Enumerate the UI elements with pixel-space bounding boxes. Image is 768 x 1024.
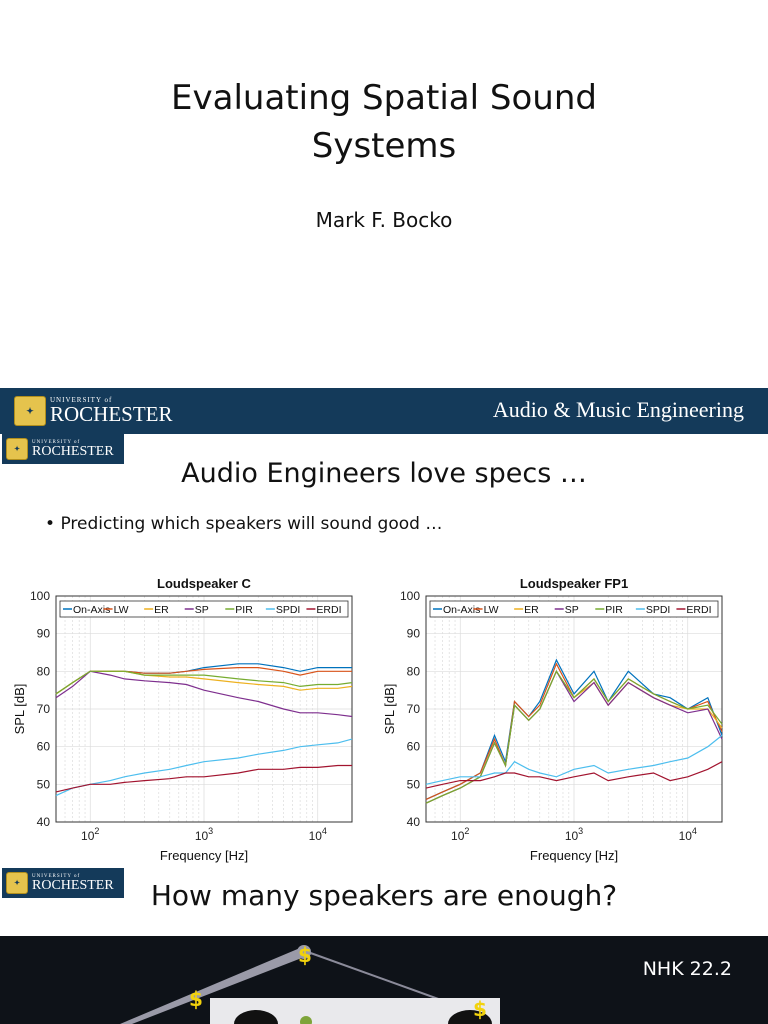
bullet-text: Predicting which speakers will sound goo…: [60, 514, 443, 534]
series-line-sp: [55, 670, 353, 718]
chart-legend: On-Axis LW ER SP PIR SPDI ERDI: [59, 600, 349, 618]
mini-logo: ✦ UNIVERSITY of ROCHESTER: [2, 868, 124, 898]
legend-label: LW: [114, 604, 129, 616]
y-tick-label: 80: [37, 664, 51, 678]
speaker-marker-icon: $: [473, 997, 487, 1021]
bullet-item: • Predicting which speakers will sound g…: [45, 514, 442, 534]
banner-department: Audio & Music Engineering: [492, 397, 744, 422]
logo-small-text: UNIVERSITY of: [32, 873, 81, 879]
legend-label: SP: [565, 604, 579, 616]
legend-label: SPDI: [276, 604, 301, 616]
x-axis-label: Frequency [Hz]: [160, 848, 248, 863]
legend-label: PIR: [235, 604, 253, 616]
frame-beam: [120, 948, 312, 1024]
legend-label: PIR: [605, 604, 623, 616]
university-crest-icon: ✦: [6, 438, 28, 460]
y-tick-label: 70: [37, 702, 51, 716]
y-tick-label: 50: [37, 777, 51, 791]
y-tick-label: 100: [400, 589, 420, 603]
y-tick-label: 50: [407, 777, 421, 791]
chart-title: Loudspeaker C: [157, 576, 252, 591]
chart-loudspeaker-c: Loudspeaker C 40 50 60 70 80 90 100 102 103 104 On-…: [12, 576, 353, 863]
speaker-marker-icon: $: [298, 943, 312, 967]
legend-label: ER: [524, 604, 539, 616]
y-tick-label: 60: [37, 740, 51, 754]
author-name: Mark F. Bocko: [315, 208, 453, 232]
legend-label: ERDI: [316, 604, 341, 616]
logo-big-text: ROCHESTER: [50, 402, 173, 426]
x-tick-label: 103: [195, 826, 213, 843]
series-line-spdi: [55, 738, 353, 797]
logo-big-text: ROCHESTER: [32, 877, 114, 893]
speaker-node-icon: [300, 1016, 312, 1024]
y-tick-label: 40: [37, 815, 51, 829]
title-line-2: Systems: [311, 126, 457, 166]
header-banner: ✦ UNIVERSITY of ROCHESTER Audio & Music …: [0, 388, 768, 434]
legend-label: SP: [195, 604, 209, 616]
x-tick-label: 104: [309, 826, 327, 843]
x-tick-label: 102: [81, 826, 99, 843]
chart-legend: On-Axis LW ER SP PIR SPDI ERDI: [429, 600, 719, 618]
system-label: NHK 22.2: [642, 958, 732, 980]
legend-label: ER: [154, 604, 169, 616]
speakers-slide: ✦ UNIVERSITY of ROCHESTER How many speak…: [0, 868, 768, 1024]
legend-box: [59, 600, 349, 618]
university-crest-icon: ✦: [14, 396, 46, 426]
chart-loudspeaker-fp1: Loudspeaker FP1 40 50 60 70 80 90 100 102 103 104 O…: [382, 576, 723, 863]
slide-title: How many speakers are enough?: [150, 879, 618, 912]
chart-title: Loudspeaker FP1: [520, 576, 628, 591]
speaker-icon: [448, 1010, 492, 1024]
series-line-erdi: [425, 761, 723, 789]
y-tick-label: 90: [37, 627, 51, 641]
legend-label: ERDI: [686, 604, 711, 616]
y-tick-label: 90: [407, 627, 421, 641]
x-tick-label: 104: [679, 826, 697, 843]
specs-slide: ✦ UNIVERSITY of ROCHESTER Audio & Music …: [0, 388, 768, 868]
series-line-spdi: [425, 734, 723, 785]
plot-frame: [425, 595, 723, 823]
y-tick-label: 100: [30, 589, 50, 603]
y-tick-label: 80: [407, 664, 421, 678]
x-axis-label: Frequency [Hz]: [530, 848, 618, 863]
x-tick-label: 103: [565, 826, 583, 843]
title-line-1: Evaluating Spatial Sound: [171, 78, 597, 118]
series-line-pir: [55, 670, 353, 695]
speaker-icon: [234, 1010, 278, 1024]
logo-small-text: UNIVERSITY of: [50, 396, 113, 404]
legend-label: LW: [484, 604, 499, 616]
y-axis-label: SPL [dB]: [12, 684, 27, 735]
legend-label: On-Axis: [443, 604, 480, 616]
logo-small-text: UNIVERSITY of: [32, 439, 81, 445]
speaker-node-icon: [297, 945, 311, 959]
university-logo: ✦ UNIVERSITY of ROCHESTER: [14, 396, 173, 426]
legend-label: SPDI: [646, 604, 671, 616]
slide-title: Audio Engineers love specs …: [181, 458, 587, 489]
speaker-frame-illustration: $ $ $: [120, 943, 500, 1024]
speaker-array-image: $ $ $ NHK 22.2: [0, 936, 768, 1024]
series-line-erdi: [55, 764, 352, 793]
university-crest-icon: ✦: [6, 872, 28, 894]
legend-box: [429, 600, 719, 618]
plot-frame: [55, 595, 353, 823]
y-tick-label: 70: [407, 702, 421, 716]
x-tick-label: 102: [451, 826, 469, 843]
presentation-title: Evaluating Spatial Sound Systems: [0, 74, 768, 170]
mini-logo: ✦ UNIVERSITY of ROCHESTER: [2, 434, 124, 464]
y-tick-label: 60: [407, 740, 421, 754]
y-axis-label: SPL [dB]: [382, 684, 397, 735]
legend-label: On-Axis: [73, 604, 110, 616]
title-slide: Evaluating Spatial Sound Systems Mark F.…: [0, 0, 768, 388]
speaker-marker-icon: $: [189, 987, 203, 1011]
logo-big-text: ROCHESTER: [32, 443, 114, 459]
bullet-icon: •: [45, 514, 56, 534]
y-tick-label: 40: [407, 815, 421, 829]
